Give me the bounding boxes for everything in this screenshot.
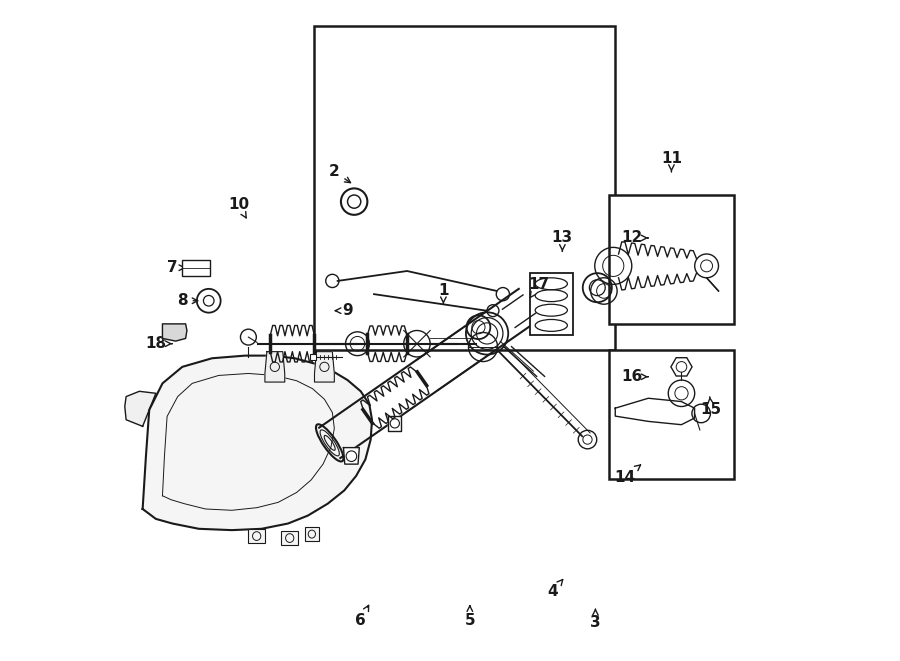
Bar <box>608 350 734 479</box>
Polygon shape <box>265 352 284 382</box>
Text: 14: 14 <box>615 465 641 485</box>
Text: 3: 3 <box>590 609 600 630</box>
Polygon shape <box>314 352 334 382</box>
Text: 12: 12 <box>621 231 648 245</box>
Bar <box>530 272 572 335</box>
Bar <box>248 529 265 543</box>
Bar <box>314 26 616 350</box>
Polygon shape <box>344 447 359 464</box>
Text: 2: 2 <box>329 165 351 182</box>
Text: 8: 8 <box>177 293 198 308</box>
Bar <box>183 260 210 276</box>
Text: 5: 5 <box>464 606 475 627</box>
Bar <box>304 527 320 541</box>
Bar <box>608 195 734 324</box>
Bar <box>310 354 317 360</box>
Polygon shape <box>125 391 156 426</box>
Bar <box>282 531 298 545</box>
Text: 1: 1 <box>438 284 448 304</box>
Polygon shape <box>616 398 695 425</box>
Text: 17: 17 <box>528 277 550 297</box>
Polygon shape <box>163 324 187 341</box>
Text: 10: 10 <box>228 198 249 218</box>
Text: 9: 9 <box>336 303 353 318</box>
Text: 6: 6 <box>356 605 369 627</box>
Polygon shape <box>142 356 372 530</box>
Text: 16: 16 <box>621 369 648 384</box>
Polygon shape <box>388 416 401 430</box>
Text: 15: 15 <box>700 397 722 417</box>
Text: 4: 4 <box>547 580 562 599</box>
Text: 13: 13 <box>552 231 573 251</box>
Text: 18: 18 <box>145 336 172 351</box>
Text: 11: 11 <box>661 151 682 172</box>
Text: 7: 7 <box>167 260 184 275</box>
